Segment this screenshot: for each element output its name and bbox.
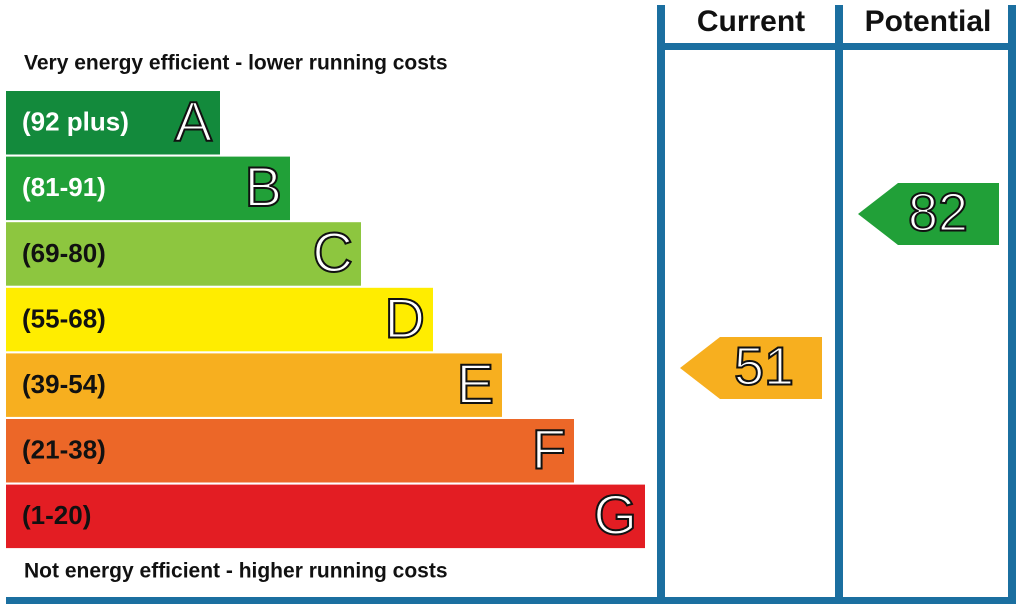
band-range: (21-38) — [22, 435, 106, 465]
band — [6, 419, 574, 483]
band — [6, 484, 645, 549]
band-letter: F — [532, 418, 566, 481]
frame-line — [6, 597, 1016, 604]
band-letter: E — [457, 352, 494, 415]
potential-arrow — [858, 183, 999, 245]
band — [6, 287, 433, 352]
band-letter: B — [245, 155, 282, 218]
band — [6, 156, 290, 221]
column-header: Current — [697, 5, 805, 38]
frame-line — [657, 5, 665, 603]
frame-line — [657, 43, 1016, 50]
band-letter: A — [175, 90, 213, 153]
band-letter: C — [313, 221, 353, 284]
frame-line — [835, 5, 843, 603]
current-score: 51 — [734, 336, 794, 396]
current-arrow — [680, 337, 822, 399]
band-letter: D — [385, 286, 425, 349]
frame-line — [1008, 5, 1016, 603]
top-note: Very energy efficient - lower running co… — [24, 52, 448, 75]
band-range: (39-54) — [22, 369, 106, 399]
band-letter: G — [593, 483, 637, 546]
potential-score: 82 — [908, 182, 968, 242]
band-range: (55-68) — [22, 303, 106, 333]
band-range: (1-20) — [22, 500, 91, 530]
bands: (92 plus) A (81-91) B (69-80) C (55-68) D (39-54… — [6, 89, 645, 549]
band-range: (81-91) — [22, 172, 106, 202]
band-range: (69-80) — [22, 238, 106, 268]
column-header: Potential — [865, 5, 992, 38]
band-range: (92 plus) — [22, 107, 129, 137]
bottom-note: Not energy efficient - higher running co… — [24, 560, 448, 583]
band — [6, 222, 361, 286]
band — [6, 353, 502, 417]
band — [6, 91, 220, 155]
